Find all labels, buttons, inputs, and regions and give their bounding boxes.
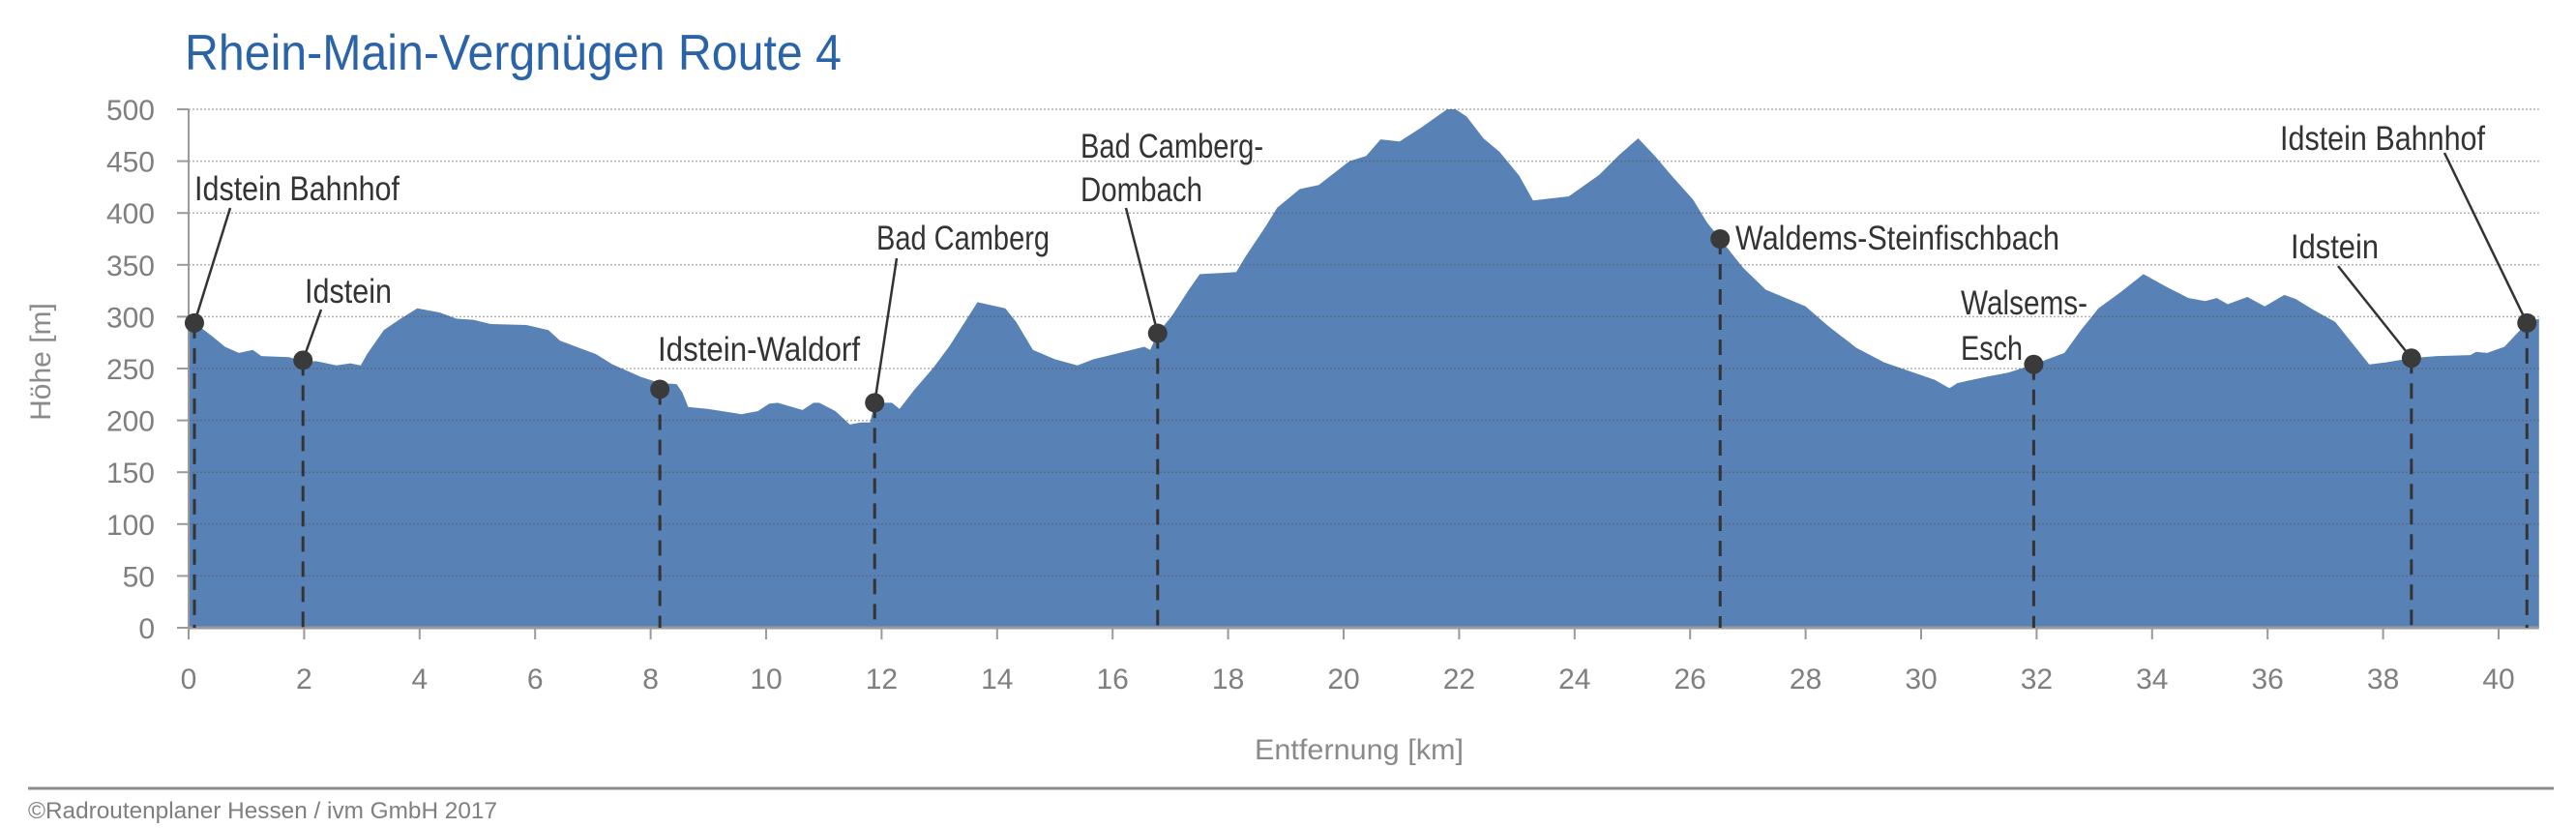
y-tick-label: 50 — [123, 561, 155, 593]
x-tick-label: 18 — [1212, 664, 1244, 695]
y-tick-label: 100 — [106, 510, 155, 542]
waypoint-label: Idstein Bahnhof — [2280, 120, 2485, 158]
waypoint-label: Idstein Bahnhof — [194, 170, 400, 208]
waypoint: Idstein — [2291, 228, 2421, 628]
gridlines — [189, 108, 2539, 577]
y-tick-label: 200 — [106, 406, 155, 438]
waypoint-label: Dombach — [1081, 171, 1202, 209]
waypoint-markers: Idstein Bahnhof Idstein Idstein-Waldorf Bad… — [184, 120, 2537, 628]
waypoint-leader-line — [192, 207, 232, 324]
waypoint-label: Bad Camberg — [876, 220, 1050, 257]
waypoint-leader-line — [2443, 152, 2529, 324]
waypoint: Idstein — [293, 273, 392, 628]
waypoint-leader-line — [1124, 207, 1159, 334]
waypoint-label: Idstein — [305, 273, 392, 310]
x-tick-label: 28 — [1790, 664, 1821, 695]
x-tick-label: 4 — [411, 664, 428, 695]
x-tick-label: 16 — [1097, 664, 1129, 695]
x-tick-label: 38 — [2367, 664, 2399, 695]
x-tick-label: 22 — [1443, 664, 1475, 695]
y-tick-label: 400 — [106, 198, 155, 230]
x-tick-label: 32 — [2021, 664, 2053, 695]
waypoint-marker-dot — [2517, 312, 2537, 333]
x-tick-label: 0 — [181, 664, 197, 695]
y-tick-label: 450 — [106, 147, 155, 179]
waypoint-marker-dot — [1147, 323, 1168, 343]
y-tick-label: 500 — [106, 95, 155, 127]
waypoint: Idstein-Waldorf — [650, 331, 860, 628]
waypoint-label: Waldems-Steinfischbach — [1735, 220, 2059, 257]
waypoint: Idstein Bahnhof — [2280, 120, 2537, 628]
waypoint-label: Walsems- — [1961, 284, 2087, 322]
waypoint-marker-dot — [184, 312, 204, 333]
waypoint-marker-dot — [2401, 348, 2421, 369]
x-tick-label: 14 — [981, 664, 1013, 695]
y-tick-label: 150 — [106, 458, 155, 489]
x-tick-label: 34 — [2136, 664, 2168, 695]
waypoint-label: Esch — [1961, 330, 2023, 368]
waypoint-marker-dot — [1710, 229, 1731, 249]
waypoint-label: Bad Camberg- — [1081, 128, 1263, 165]
waypoint-label: Idstein — [2291, 228, 2379, 266]
x-tick-label: 12 — [866, 664, 898, 695]
y-tick-label: 250 — [106, 354, 155, 386]
area-layer — [189, 109, 2539, 628]
x-tick-label: 24 — [1558, 664, 1590, 695]
elevation-area — [189, 109, 2539, 628]
waypoint-marker-dot — [865, 393, 885, 413]
waypoint-leader-line — [873, 257, 899, 403]
x-tick-label: 8 — [642, 664, 659, 695]
y-tick-label: 350 — [106, 251, 155, 282]
x-tick-label: 2 — [296, 664, 312, 695]
waypoint: Idstein Bahnhof — [184, 170, 400, 628]
x-tick-label: 20 — [1327, 664, 1359, 695]
x-tick-label: 40 — [2482, 664, 2514, 695]
y-tick-label: 0 — [138, 613, 155, 645]
y-tick-label: 300 — [106, 302, 155, 334]
waypoint-marker-dot — [650, 379, 670, 399]
x-tick-label: 10 — [750, 664, 782, 695]
waypoint: Bad Camberg — [865, 220, 1050, 628]
waypoint-marker-dot — [2024, 354, 2044, 374]
x-tick-label: 36 — [2252, 664, 2284, 695]
chart-title: Rhein-Main-Vergnügen Route 4 — [185, 25, 842, 81]
waypoint-label: Idstein-Waldorf — [658, 331, 860, 369]
x-tick-label: 26 — [1674, 664, 1706, 695]
waypoint: Walsems- Esch — [1961, 284, 2087, 628]
x-tick-label: 6 — [527, 664, 544, 695]
y-axis-title: Höhe [m] — [25, 303, 57, 421]
x-axis-title: Entfernung [km] — [1255, 734, 1464, 766]
waypoint-marker-dot — [293, 350, 313, 370]
copyright-text: ©Radroutenplaner Hessen / ivm GmbH 2017 — [28, 798, 497, 824]
waypoint: Bad Camberg- Dombach — [1081, 128, 1263, 628]
x-tick-label: 30 — [1905, 664, 1937, 695]
waypoint-leader-line — [2337, 265, 2413, 360]
waypoint: Waldems-Steinfischbach — [1710, 220, 2059, 628]
